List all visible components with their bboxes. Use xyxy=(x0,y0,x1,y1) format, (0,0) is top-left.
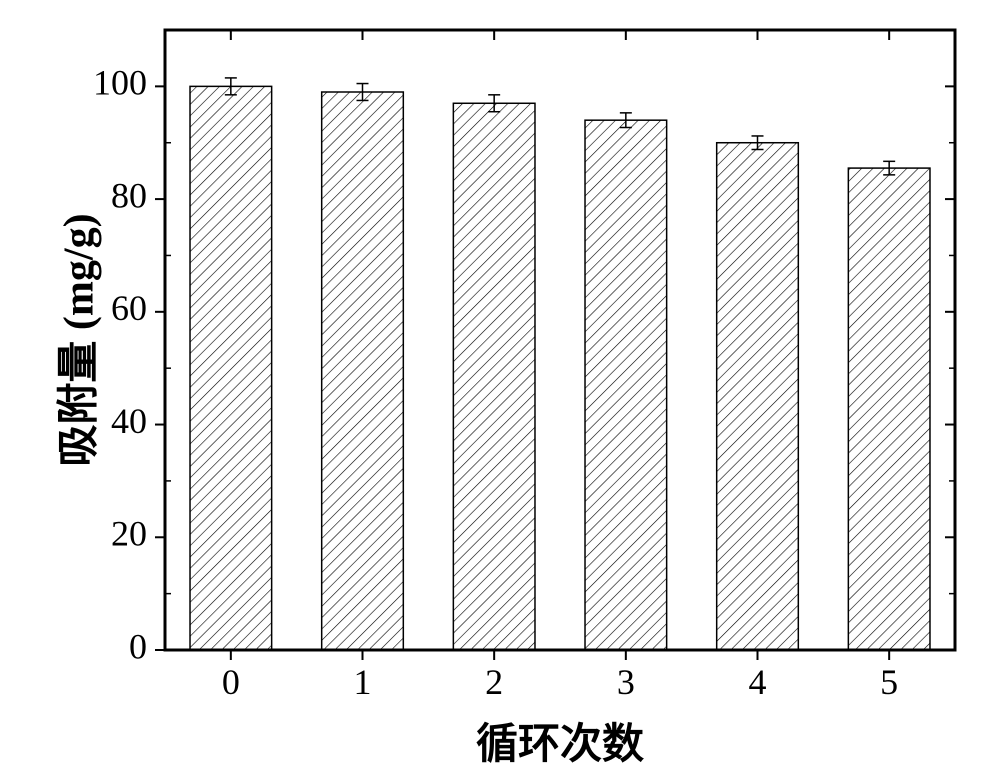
bar xyxy=(190,86,272,650)
xtick-label: 4 xyxy=(749,662,767,702)
ytick-label: 100 xyxy=(93,63,147,103)
bar-chart-svg: 0 20 40 60 80 100 0 1 2 3 4 5 xyxy=(0,0,1000,780)
xtick-label: 2 xyxy=(485,662,503,702)
bar xyxy=(717,143,799,650)
xtick-label: 5 xyxy=(880,662,898,702)
xtick-label: 3 xyxy=(617,662,635,702)
ytick-label: 20 xyxy=(111,514,147,554)
bar xyxy=(585,120,667,650)
chart-container: 吸附量 (mg/g) 0 20 40 60 80 100 0 1 2 3 4 5 循环次数 xyxy=(0,0,1000,780)
bar xyxy=(453,103,535,650)
ytick-label: 0 xyxy=(129,626,147,666)
xtick-label: 1 xyxy=(354,662,372,702)
xtick-label: 0 xyxy=(222,662,240,702)
bar xyxy=(322,92,404,650)
ytick-label: 80 xyxy=(111,175,147,215)
ytick-label: 40 xyxy=(111,401,147,441)
bar xyxy=(848,168,930,650)
y-axis-label: 吸附量 (mg/g) xyxy=(45,213,106,466)
ytick-label: 60 xyxy=(111,288,147,328)
x-axis-label: 循环次数 xyxy=(165,710,955,772)
